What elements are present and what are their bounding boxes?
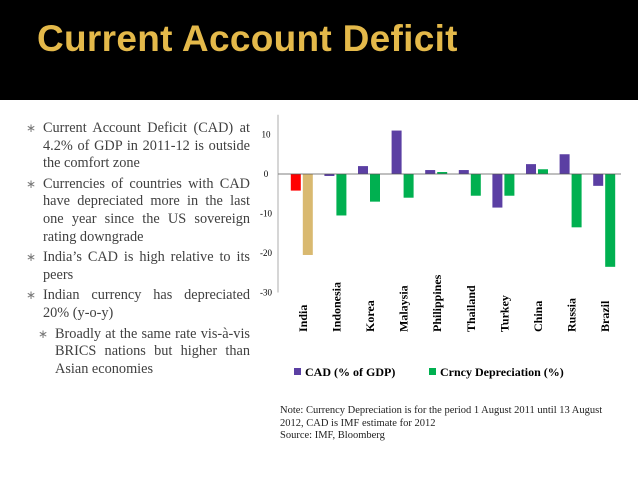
sub-bullet-item: ∗ Broadly at the same rate vis-à-vis BRIC… bbox=[38, 326, 250, 379]
bar-chart: 10 0 -10 -20 -30 India Indonesia Korea Malaysia P… bbox=[260, 114, 621, 379]
y-tick-label: 10 bbox=[262, 130, 272, 140]
note-text: Note: Currency Depreciation is for the p… bbox=[280, 405, 603, 429]
y-tick-label: 0 bbox=[264, 169, 269, 179]
y-tick-label: -30 bbox=[260, 288, 272, 298]
bullet-item: ∗ Indian currency has depreciated 20% (y-… bbox=[26, 287, 250, 322]
category-label: Indonesia bbox=[329, 282, 343, 332]
bullet-item: ∗ Current Account Deficit (CAD) at 4.2% o… bbox=[26, 120, 250, 173]
bar-turkey-cad bbox=[492, 174, 503, 208]
category-label: Korea bbox=[363, 300, 377, 332]
bar-russia-depreciation bbox=[571, 174, 582, 228]
bullet-marker: ∗ bbox=[26, 121, 37, 135]
bullet-text: India’s CAD is high relative to its peer… bbox=[43, 249, 250, 283]
bullet-list: ∗ Current Account Deficit (CAD) at 4.2% o… bbox=[26, 120, 250, 378]
bar-china-depreciation bbox=[538, 169, 548, 174]
bullet-item: ∗ India’s CAD is high relative to its pee… bbox=[26, 249, 250, 284]
bar-philippines-depreciation bbox=[437, 172, 448, 174]
category-label: Philippines bbox=[430, 274, 444, 332]
bar-brazil-depreciation bbox=[605, 174, 616, 267]
legend-label-depreciation: Crncy Depreciation (%) bbox=[440, 365, 564, 379]
bar-indonesia-depreciation bbox=[336, 174, 347, 216]
legend-swatch-cad bbox=[294, 368, 301, 375]
bullet-marker: ∗ bbox=[26, 176, 37, 191]
bullet-marker: ∗ bbox=[26, 250, 37, 265]
category-label: China bbox=[531, 301, 545, 332]
bullet-text: Current Account Deficit (CAD) at 4.2% of… bbox=[43, 120, 250, 172]
bullet-text: Currencies of countries with CAD have de… bbox=[43, 175, 250, 245]
bullet-text: Indian currency has depreciated 20% (y-o… bbox=[43, 287, 250, 321]
bar-china-cad bbox=[526, 164, 536, 174]
bullet-item: ∗ Currencies of countries with CAD have d… bbox=[26, 176, 250, 246]
bar-philippines-cad bbox=[425, 170, 436, 174]
category-label: Turkey bbox=[497, 295, 511, 332]
bar-india-depreciation bbox=[302, 174, 313, 255]
source-text: Source: IMF, Bloomberg bbox=[280, 430, 385, 441]
bar-russia-cad bbox=[559, 154, 570, 174]
bar-brazil-cad bbox=[593, 174, 604, 186]
bar-korea-cad bbox=[358, 166, 368, 174]
legend-label-cad: CAD (% of GDP) bbox=[305, 365, 395, 379]
bullet-text: Broadly at the same rate vis-à-vis BRICS… bbox=[55, 325, 250, 377]
bar-malaysia-cad bbox=[391, 130, 402, 174]
legend-swatch-depreciation bbox=[429, 368, 436, 375]
slide-title: Current Account Deficit bbox=[37, 18, 458, 59]
bullet-marker: ∗ bbox=[38, 326, 49, 341]
title-bar: Current Account Deficit bbox=[0, 0, 638, 100]
bar-indonesia-cad bbox=[324, 174, 335, 176]
bar-korea-depreciation bbox=[370, 174, 380, 202]
bar-thailand-depreciation bbox=[470, 174, 481, 196]
bullet-marker: ∗ bbox=[26, 288, 37, 303]
category-label: Malaysia bbox=[397, 285, 411, 332]
y-tick-label: -10 bbox=[260, 209, 272, 219]
category-label: Thailand bbox=[464, 285, 478, 332]
bar-turkey-depreciation bbox=[504, 174, 515, 196]
bar-malaysia-depreciation bbox=[403, 174, 414, 198]
category-label: India bbox=[296, 305, 310, 332]
bar-india-cad bbox=[290, 174, 301, 191]
chart-note: Note: Currency Depreciation is for the p… bbox=[280, 405, 620, 443]
y-tick-label: -20 bbox=[260, 248, 272, 258]
bar-thailand-cad bbox=[458, 170, 469, 174]
category-label: Brazil bbox=[598, 300, 612, 332]
category-label: Russia bbox=[565, 298, 579, 332]
